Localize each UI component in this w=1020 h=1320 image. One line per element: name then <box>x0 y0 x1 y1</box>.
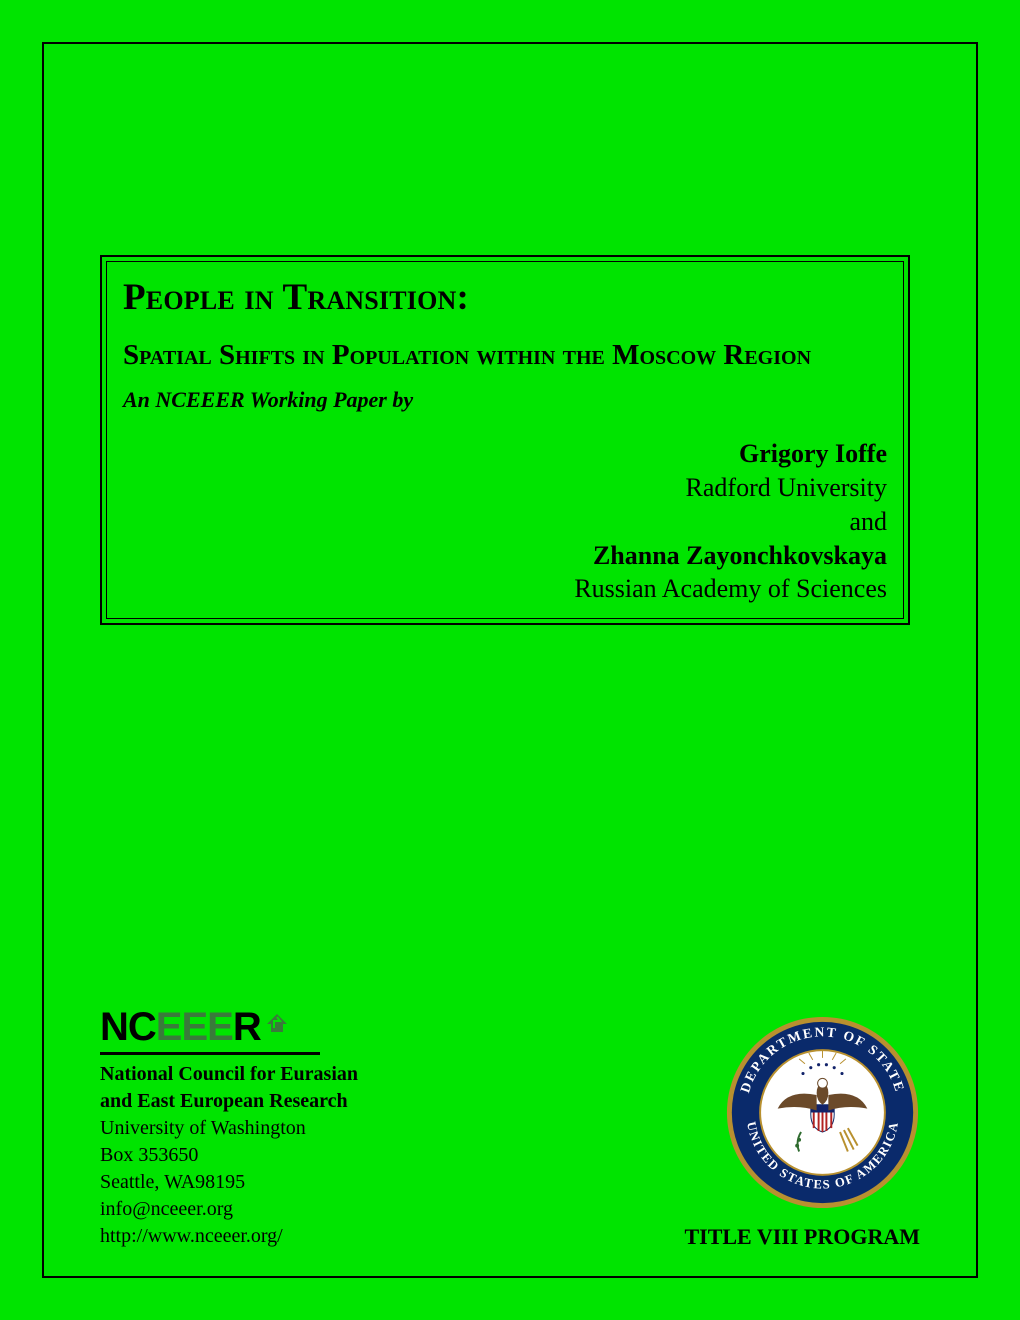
org-line: Seattle, WA98195 <box>100 1169 460 1196</box>
sub-title: Spatial Shifts in Population within the … <box>123 337 887 373</box>
logo-segment-r: R <box>233 1005 261 1050</box>
house-arrow-icon <box>263 1008 291 1041</box>
org-block: NC EEE R National Council for Eurasian a… <box>100 1005 460 1250</box>
logo-underline <box>100 1052 320 1055</box>
program-label: TITLE VIII PROGRAM <box>684 1224 920 1250</box>
logo-segment-eee: EEE <box>156 1005 233 1050</box>
org-line: and East European Research <box>100 1088 460 1115</box>
author-line: and <box>123 505 887 539</box>
author-line: Radford University <box>123 471 887 505</box>
org-line: National Council for Eurasian <box>100 1061 460 1088</box>
nceeer-logo: NC EEE R <box>100 1005 460 1050</box>
title-box-outer: People in Transition: Spatial Shifts in … <box>100 255 910 625</box>
org-line: info@nceeer.org <box>100 1196 460 1223</box>
main-title: People in Transition: <box>123 276 887 319</box>
org-lines: National Council for Eurasian and East E… <box>100 1061 460 1250</box>
logo-segment-nc: NC <box>100 1005 156 1050</box>
author-line: Zhanna Zayonchkovskaya <box>123 539 887 573</box>
org-line: http://www.nceeer.org/ <box>100 1223 460 1250</box>
org-line: Box 353650 <box>100 1142 460 1169</box>
author-line: Grigory Ioffe <box>123 437 887 471</box>
title-box-inner: People in Transition: Spatial Shifts in … <box>106 261 904 619</box>
org-line: University of Washington <box>100 1115 460 1142</box>
authors-block: Grigory Ioffe Radford University and Zha… <box>123 437 887 606</box>
seal-block: DEPARTMENT OF STATE ★ UNITED STATES OF A… <box>684 1015 920 1250</box>
author-line: Russian Academy of Sciences <box>123 572 887 606</box>
byline: An NCEEER Working Paper by <box>123 387 887 413</box>
state-dept-seal-icon: DEPARTMENT OF STATE ★ UNITED STATES OF A… <box>725 1015 920 1210</box>
